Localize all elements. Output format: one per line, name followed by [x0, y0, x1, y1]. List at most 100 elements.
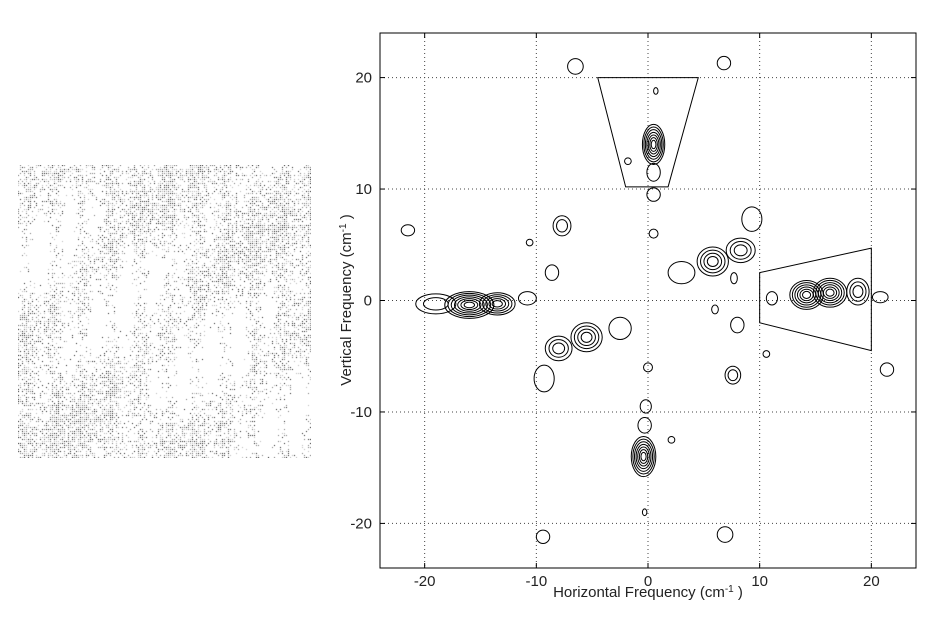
- contour-ring: [573, 325, 600, 350]
- contour-peak: [741, 206, 763, 232]
- contour-peak: [637, 417, 652, 434]
- contour-ring: [640, 451, 647, 462]
- contour-ring: [730, 316, 745, 334]
- contour-ring: [644, 129, 663, 160]
- contour-ring: [700, 249, 726, 274]
- contour-ring: [632, 438, 655, 475]
- contour-ring: [820, 284, 840, 302]
- contour-ring: [635, 443, 652, 470]
- contour-ring: [733, 244, 748, 257]
- region-annotations: [597, 77, 872, 352]
- y-tick-label: -20: [350, 515, 372, 532]
- contour-peak: [641, 508, 648, 517]
- contour-ring: [478, 292, 516, 316]
- contour-ring: [544, 264, 560, 281]
- x-tick-label: -20: [414, 573, 436, 590]
- contour-ring: [724, 365, 742, 385]
- contour-ring: [696, 246, 729, 277]
- contour-peak: [646, 187, 661, 202]
- contour-ring: [525, 238, 534, 247]
- contour-peak: [478, 292, 516, 316]
- contour-peak: [765, 291, 779, 306]
- contour-peak: [846, 277, 870, 306]
- contour-ring: [649, 137, 658, 152]
- contour-ring: [725, 237, 756, 264]
- contour-ring: [846, 277, 870, 306]
- contour-ring: [638, 449, 649, 464]
- contour-ring: [646, 162, 661, 182]
- contour-ring: [535, 529, 551, 544]
- contour-peak: [570, 322, 603, 353]
- contour-peak: [879, 362, 895, 377]
- contour-ring: [624, 157, 632, 166]
- contour-ring: [450, 294, 488, 316]
- contour-ring: [647, 134, 660, 155]
- contour-ring: [453, 296, 485, 314]
- contour-peak: [725, 237, 756, 264]
- contour-peak: [517, 291, 537, 306]
- contour-peak: [630, 435, 657, 478]
- contour-ring: [570, 322, 603, 353]
- contour-ring: [646, 187, 661, 202]
- contour-ring: [650, 139, 657, 150]
- contour-ring: [444, 291, 495, 319]
- contour-ring: [548, 339, 569, 358]
- contour-ring: [556, 219, 569, 233]
- contour-peak: [730, 272, 738, 285]
- contour-peak: [667, 260, 696, 285]
- contour-ring: [641, 508, 648, 517]
- y-axis-label: Vertical Frequency (cm-1 ): [338, 214, 356, 385]
- contour-ring: [703, 252, 723, 271]
- contour-peak: [641, 123, 666, 166]
- contour-ring: [822, 286, 838, 299]
- contour-ring: [463, 301, 476, 309]
- contour-peak: [400, 224, 416, 237]
- contour-ring: [482, 294, 513, 314]
- contour-ring: [577, 328, 596, 346]
- region-trapezoid: [597, 77, 699, 188]
- contour-ring: [633, 441, 654, 472]
- contour-peak: [552, 215, 572, 237]
- contour-ring: [544, 335, 573, 362]
- contour-ring: [552, 342, 566, 355]
- contour-peak: [544, 335, 573, 362]
- contour-peak: [696, 246, 729, 277]
- contour-ring: [741, 206, 763, 232]
- contour-ring: [729, 240, 752, 260]
- contour-peak: [567, 58, 584, 75]
- contour-ring: [653, 87, 659, 95]
- contour-peak: [871, 291, 889, 304]
- contour-ring: [580, 331, 593, 343]
- texture-image: [18, 165, 311, 458]
- contour-ring: [667, 435, 676, 444]
- contour-ring: [648, 228, 659, 239]
- contour-ring: [762, 350, 771, 358]
- contour-peak: [730, 316, 745, 334]
- contour-peak: [646, 162, 661, 182]
- contour-peak: [535, 529, 551, 544]
- x-tick-label: 0: [644, 573, 652, 590]
- contour-peak: [608, 316, 632, 341]
- contour-ring: [825, 288, 835, 297]
- contour-ring: [457, 298, 482, 312]
- contour-ring: [639, 399, 652, 414]
- contour-ring: [608, 316, 632, 341]
- contour-peak: [639, 399, 652, 414]
- contour-ring: [533, 364, 555, 393]
- contour-peak: [643, 362, 653, 373]
- contour-ring: [460, 299, 479, 311]
- contour-peak: [711, 304, 719, 315]
- contour-peak: [667, 435, 676, 444]
- contour-ring: [817, 282, 843, 304]
- contour-ring: [491, 300, 503, 308]
- contour-peak: [533, 364, 555, 393]
- contour-peak: [648, 228, 659, 239]
- contour-ring: [802, 290, 812, 299]
- contour-ring: [815, 279, 845, 306]
- contour-ring: [730, 272, 738, 285]
- contour-ring: [637, 417, 652, 434]
- contour-peak: [624, 157, 632, 166]
- contour-ring: [630, 435, 657, 478]
- contour-ring: [422, 297, 449, 311]
